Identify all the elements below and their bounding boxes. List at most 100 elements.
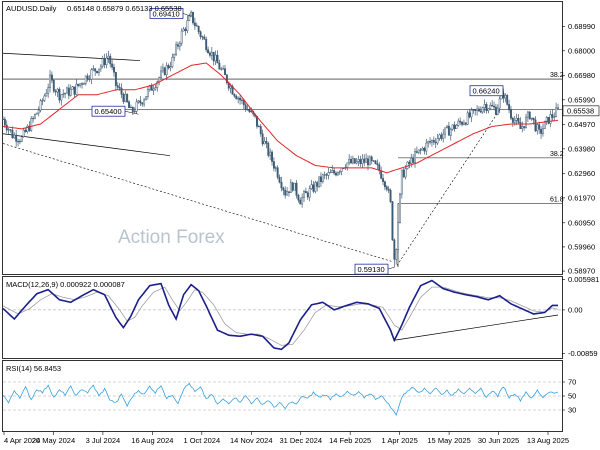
price-candle-body: [37, 109, 40, 114]
price-y-tick-label: 0.60950: [568, 218, 595, 227]
price-candle-body: [161, 67, 164, 72]
macd-title: MACD(12,26,9) 0.000922 0.000087: [6, 280, 125, 289]
price-candle-body: [459, 120, 462, 123]
price-candle-body: [286, 191, 289, 196]
price-candle-body: [41, 100, 44, 102]
price-candle-body: [22, 129, 25, 137]
price-candle-body: [282, 187, 285, 191]
upper-channel-line: [2, 52, 141, 61]
price-candle-body: [193, 22, 196, 26]
price-candle-body: [35, 112, 38, 115]
lower-channel-line: [2, 133, 171, 157]
price-candle-body: [97, 68, 100, 74]
price-y-tick-label: 0.65990: [568, 95, 595, 104]
price-candle-body: [399, 193, 401, 224]
rsi-line: [2, 382, 559, 416]
price-candle-body: [122, 94, 125, 102]
price-candle-body: [519, 122, 522, 129]
price-candle-body: [493, 105, 495, 108]
macd-y-axis: 0.005981 0.00 -0.00859: [562, 275, 599, 358]
price-annotations: 0.69410 0.66240 0.65400 0.59130: [91, 7, 504, 275]
price-candle-body: [224, 68, 226, 76]
price-annotation-leader: [182, 13, 192, 17]
price-candle-body: [75, 83, 78, 95]
price-candle-body: [17, 141, 20, 143]
price-candle-body: [555, 107, 558, 117]
price-candle-body: [69, 89, 72, 96]
price-candle-body: [154, 87, 157, 90]
price-candle-body: [397, 222, 400, 250]
price-candle-body: [353, 158, 356, 164]
price-candle-body: [376, 163, 379, 166]
price-candle-body: [128, 101, 131, 108]
price-candle-body: [165, 65, 168, 76]
fib-level-label: 38.2: [550, 151, 564, 158]
price-candle-body: [329, 172, 332, 174]
price-y-tick-label: 0.61970: [568, 193, 595, 202]
price-candle-body: [257, 126, 260, 128]
price-candle-body: [197, 26, 200, 32]
price-y-tick-label: 0.68000: [568, 46, 595, 55]
rsi-y-tick-label: 70: [568, 378, 576, 387]
price-candle-body: [541, 128, 544, 134]
price-candle-body: [212, 51, 215, 62]
price-candle-body: [374, 160, 377, 165]
price-candle-body: [485, 104, 488, 111]
price-candle-body: [92, 68, 95, 71]
price-candle-body: [52, 80, 55, 92]
price-candle-body: [361, 158, 364, 165]
price-candle-body: [487, 108, 490, 111]
price-candle-body: [167, 65, 170, 69]
price-candle-body: [218, 62, 221, 70]
price-candle-body: [476, 108, 479, 111]
price-candle-body: [156, 81, 159, 88]
price-y-tick-label: 0.62960: [568, 169, 595, 178]
price-annotation-label: 0.66240: [473, 87, 500, 96]
price-candle-body: [101, 58, 104, 67]
price-candle-body: [404, 168, 407, 178]
price-candle-body: [310, 184, 313, 189]
price-candle-body: [295, 182, 298, 196]
price-candle-body: [323, 174, 326, 176]
x-tick-label: 15 May 2025: [427, 436, 470, 445]
moving-average: [2, 62, 559, 174]
moving-average-line: [2, 62, 559, 174]
price-candle-body: [421, 147, 424, 151]
price-candles: [2, 10, 559, 268]
price-candle-body: [182, 28, 185, 32]
price-candle-body: [511, 117, 514, 123]
price-candle-body: [276, 167, 279, 178]
price-candle-body: [391, 201, 394, 241]
price-candle-body: [222, 68, 225, 70]
price-candle-body: [478, 108, 480, 112]
price-candle-body: [483, 104, 486, 108]
price-candle-body: [129, 106, 132, 109]
price-candle-body: [402, 169, 405, 178]
current-price-marker: 0.65538: [562, 105, 600, 117]
price-candle-body: [203, 36, 206, 40]
price-candle-body: [425, 142, 428, 152]
price-annotation-leader: [387, 266, 395, 270]
price-candle-body: [152, 88, 155, 91]
price-candle-body: [239, 97, 242, 101]
price-candle-body: [530, 117, 533, 120]
price-candle-body: [534, 119, 537, 132]
price-candle-body: [325, 174, 328, 176]
price-candle-body: [340, 167, 343, 172]
price-candle-body: [246, 109, 249, 111]
price-candle-body: [240, 99, 243, 101]
price-candle-body: [481, 107, 484, 113]
price-candle-body: [82, 83, 85, 85]
price-candle-body: [506, 95, 509, 105]
price-candle-body: [532, 117, 535, 121]
price-candle-body: [348, 159, 351, 164]
price-candle-body: [84, 75, 87, 84]
price-candle-body: [280, 181, 283, 189]
price-candle-body: [383, 181, 386, 188]
fib-level-label: 38.2: [550, 72, 564, 79]
price-candle-body: [169, 66, 172, 69]
price-candle-body: [338, 171, 341, 173]
price-candle-body: [248, 109, 251, 113]
price-candle-body: [449, 128, 452, 136]
price-candle-body: [24, 129, 27, 133]
